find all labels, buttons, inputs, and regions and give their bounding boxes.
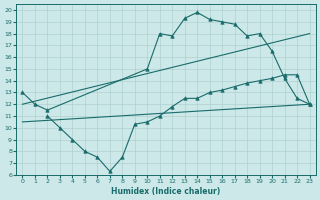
X-axis label: Humidex (Indice chaleur): Humidex (Indice chaleur) [111,187,221,196]
